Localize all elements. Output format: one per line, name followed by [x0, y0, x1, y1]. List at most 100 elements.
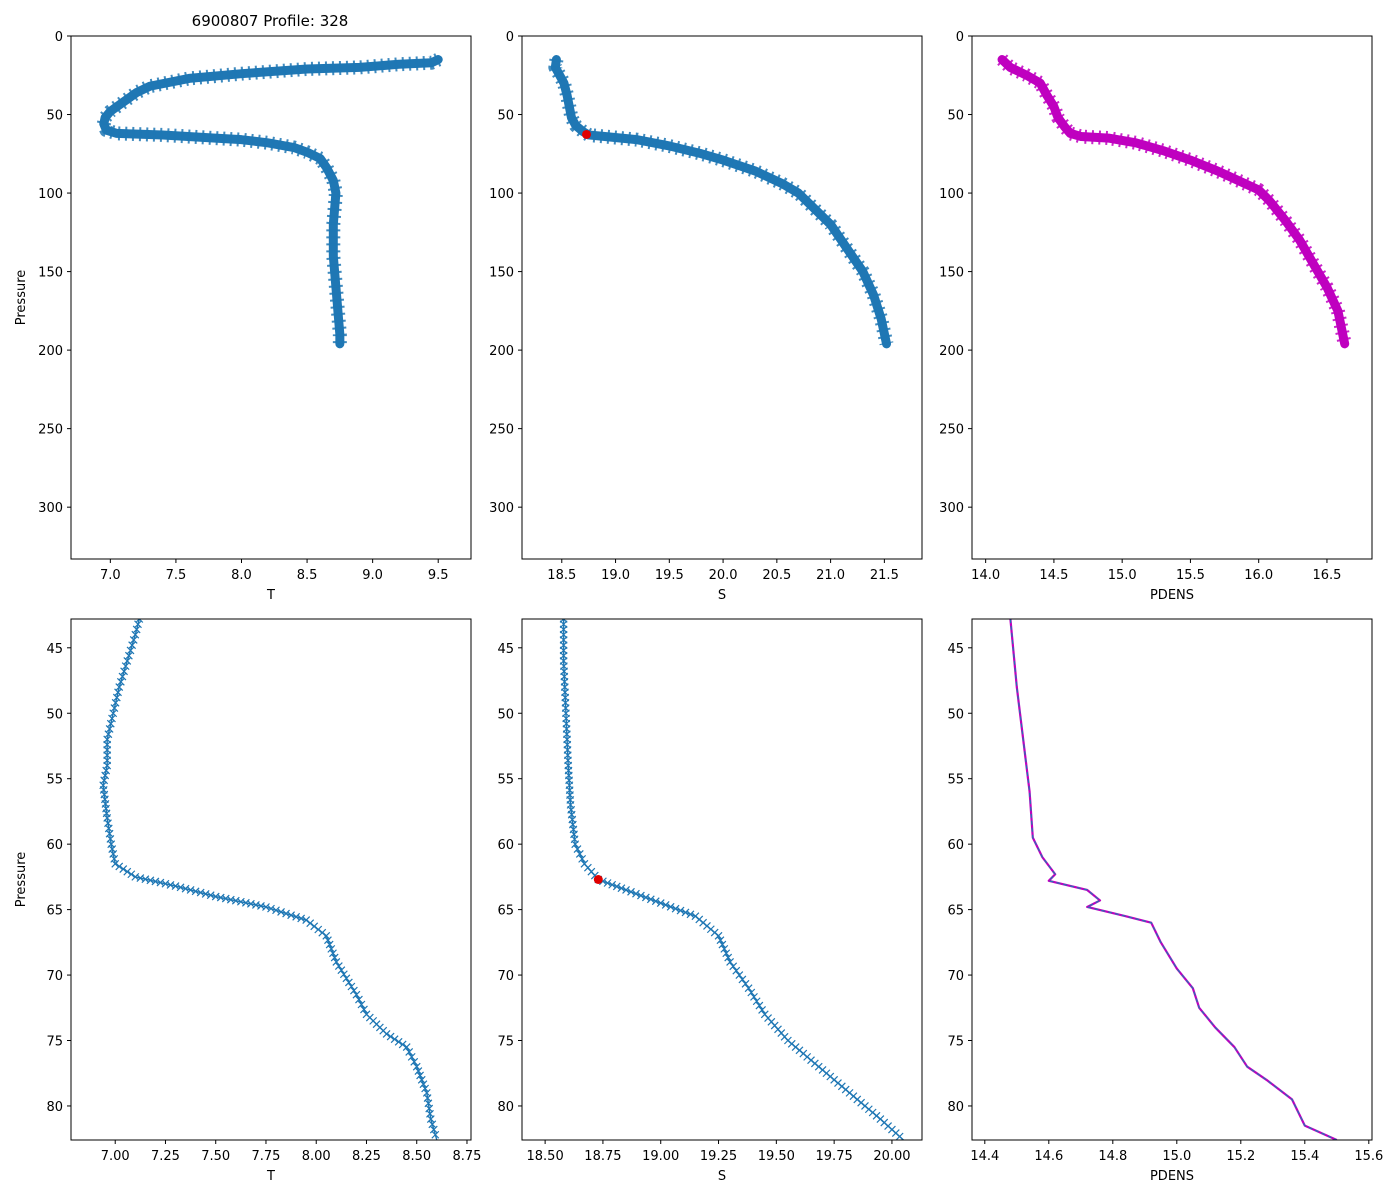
- x-tick-label: 9.5: [428, 568, 449, 583]
- highlight-point: [593, 875, 603, 884]
- x-marker: [386, 1032, 395, 1041]
- x-marker: [431, 1130, 440, 1139]
- x-marker: [318, 928, 327, 937]
- x-marker: [755, 1001, 764, 1010]
- plot-area: [1009, 619, 1338, 1140]
- x-marker: [578, 854, 587, 863]
- x-marker: [329, 949, 337, 958]
- x-marker: [131, 630, 140, 639]
- subplot-6: 14.4 14.6 14.8 15.0 15.2 15.4 15.6 45 50 55 60 65 70…: [947, 618, 1383, 1184]
- plot-area: [99, 619, 440, 1140]
- x-tick-label: 19.00: [642, 1149, 679, 1164]
- x-marker: [330, 953, 339, 962]
- x-marker: [716, 936, 725, 945]
- x-marker: [681, 908, 690, 917]
- subplot-3: 14.0 14.5 15.0 15.5 16.0 16.5 0 50 100 150 200 250 3…: [939, 30, 1373, 603]
- x-marker: [732, 966, 741, 975]
- x-marker: [741, 979, 750, 988]
- x-marker: [405, 1048, 414, 1056]
- x-marker: [641, 893, 650, 902]
- x-marker: [120, 667, 128, 676]
- y-tick-label: 150: [489, 266, 514, 281]
- x-marker: [196, 888, 205, 897]
- x-marker: [738, 975, 747, 984]
- y-tick-label: 0: [55, 30, 63, 45]
- y-tick-label: 55: [497, 773, 514, 788]
- x-marker: [382, 1030, 391, 1038]
- x-tick-label: 14.5: [1039, 568, 1068, 583]
- x-tick-label: 9.0: [362, 568, 383, 583]
- subplot-4: 7.00 7.25 7.50 7.75 8.00 8.25 8.50 8.75 45 50 55 60…: [14, 618, 481, 1184]
- y-tick-label: 200: [38, 344, 63, 359]
- x-tick-label: 21.5: [870, 568, 899, 583]
- x-tick-label: 21.0: [816, 568, 845, 583]
- x-marker: [357, 1000, 366, 1009]
- y-tick-label: 200: [939, 344, 964, 359]
- x-marker: [608, 880, 617, 889]
- x-tick-label: 8.50: [402, 1149, 431, 1164]
- x-marker: [651, 897, 660, 906]
- x-marker: [416, 1071, 425, 1080]
- x-marker: [426, 1115, 435, 1123]
- x-tick-label: 18.75: [584, 1149, 621, 1164]
- axes-frame: [521, 35, 923, 560]
- x-marker: [722, 949, 731, 958]
- x-marker: [394, 1037, 403, 1046]
- y-tick-label: 50: [46, 109, 63, 124]
- x-marker: [116, 677, 125, 686]
- x-marker: [324, 936, 332, 945]
- x-tick-label: 18.5: [547, 568, 576, 583]
- x-tick-label: 15.5: [1176, 568, 1205, 583]
- x-tick-label: 16.0: [1244, 568, 1273, 583]
- plot-area: [997, 54, 1352, 349]
- x-axis-label: PDENS: [1150, 1169, 1194, 1184]
- x-marker: [272, 906, 280, 915]
- x-tick-label: 8.5: [297, 568, 318, 583]
- x-axis-label: S: [718, 588, 726, 603]
- x-marker: [176, 883, 185, 892]
- y-tick-label: 45: [497, 642, 514, 657]
- subplot-5: 18.50 18.75 19.00 19.25 19.50 19.75 20.00 45 50 5…: [497, 618, 923, 1184]
- x-marker: [186, 886, 195, 894]
- x-marker: [121, 662, 130, 671]
- x-marker: [758, 1006, 767, 1014]
- x-marker: [895, 1132, 904, 1140]
- x-marker: [573, 845, 582, 853]
- y-tick-label: 250: [939, 423, 964, 438]
- axes-frame: [70, 618, 472, 1141]
- y-axis-label: Pressure: [14, 270, 29, 326]
- y-tick-label: 80: [46, 1100, 63, 1115]
- x-marker: [332, 958, 341, 966]
- x-marker: [671, 904, 680, 913]
- x-marker: [344, 978, 353, 987]
- y-tick-label: 300: [38, 501, 63, 516]
- axes-frame: [971, 618, 1373, 1141]
- x-tick-label: 20.00: [873, 1149, 910, 1164]
- x-marker: [302, 916, 311, 925]
- x-marker: [412, 1062, 421, 1071]
- x-tick-label: 14.0: [971, 568, 1000, 583]
- y-tick-label: 50: [497, 707, 514, 722]
- figure-title: 6900807 Profile: 328: [192, 12, 349, 30]
- x-tick-label: 7.50: [201, 1149, 230, 1164]
- y-tick-label: 150: [38, 266, 63, 281]
- x-marker: [686, 910, 695, 919]
- series-t-line: [99, 55, 443, 349]
- y-tick-label: 300: [489, 501, 514, 516]
- x-tick-label: 7.5: [166, 568, 187, 583]
- y-tick-label: 55: [46, 773, 63, 788]
- x-tick-label: 7.75: [251, 1149, 280, 1164]
- x-marker: [666, 902, 675, 911]
- series-t-markers: [99, 619, 440, 1139]
- x-tick-label: 19.0: [601, 568, 630, 583]
- x-tick-label: 15.0: [1108, 568, 1137, 583]
- x-marker: [297, 914, 306, 923]
- x-marker: [419, 1080, 428, 1089]
- y-tick-label: 65: [947, 904, 964, 919]
- x-marker: [322, 931, 331, 940]
- x-marker: [201, 889, 210, 898]
- y-tick-label: 60: [947, 838, 964, 853]
- x-marker: [115, 862, 124, 871]
- x-marker: [617, 884, 626, 893]
